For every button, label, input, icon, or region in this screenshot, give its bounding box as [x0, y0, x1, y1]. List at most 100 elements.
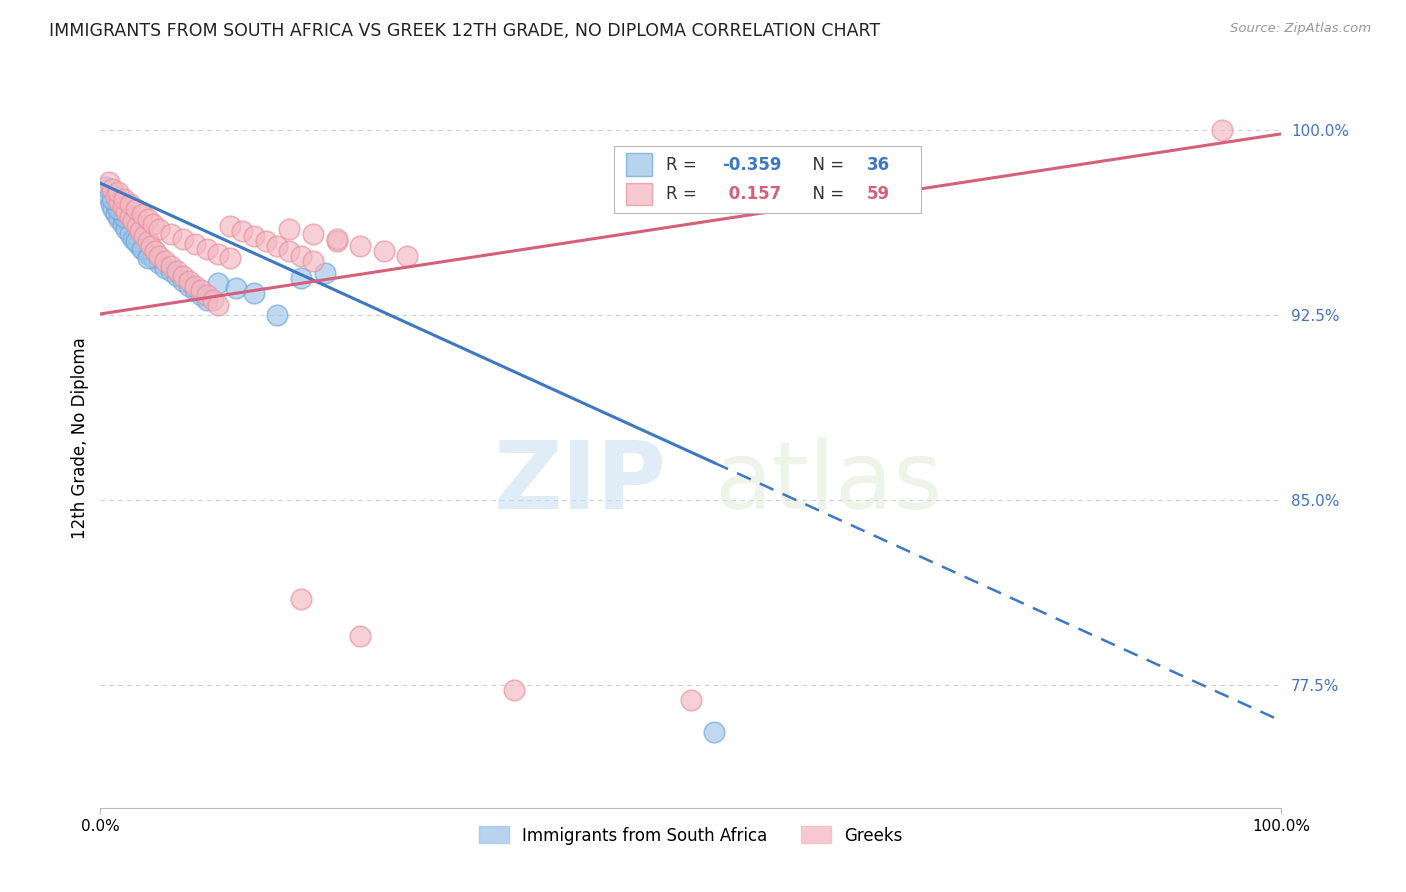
Point — [125, 202, 148, 216]
Point — [108, 194, 131, 209]
Point — [219, 252, 242, 266]
Point — [108, 211, 131, 226]
Point — [166, 268, 188, 283]
Point — [373, 244, 395, 258]
Point — [139, 239, 162, 253]
Point — [278, 244, 301, 258]
Point — [148, 256, 170, 270]
Point — [195, 293, 218, 308]
Point — [160, 264, 183, 278]
Point — [177, 274, 200, 288]
Point — [290, 249, 312, 263]
Text: 36: 36 — [866, 156, 890, 174]
Point — [231, 224, 253, 238]
Text: 59: 59 — [866, 186, 890, 203]
Point — [148, 249, 170, 263]
Point — [96, 180, 118, 194]
Point — [172, 274, 194, 288]
Y-axis label: 12th Grade, No Diploma: 12th Grade, No Diploma — [72, 337, 89, 540]
Point — [207, 298, 229, 312]
Point — [131, 207, 153, 221]
Point — [148, 222, 170, 236]
Bar — [626, 153, 652, 176]
Point — [131, 242, 153, 256]
Point — [679, 693, 702, 707]
Point — [225, 281, 247, 295]
Text: N =: N = — [801, 156, 849, 174]
Point — [112, 192, 135, 206]
Point — [136, 246, 159, 260]
Point — [101, 182, 124, 196]
Point — [122, 214, 145, 228]
Point — [160, 227, 183, 241]
Text: R =: R = — [666, 156, 702, 174]
Point — [111, 217, 134, 231]
Point — [207, 246, 229, 260]
Point — [143, 244, 166, 258]
Point — [703, 725, 725, 739]
Point — [136, 252, 159, 266]
Point — [325, 232, 347, 246]
Point — [118, 197, 141, 211]
Text: R =: R = — [666, 186, 702, 203]
Point — [115, 222, 138, 236]
Point — [166, 264, 188, 278]
Legend: Immigrants from South Africa, Greeks: Immigrants from South Africa, Greeks — [479, 826, 903, 845]
Point — [142, 217, 165, 231]
Point — [396, 249, 419, 263]
Point — [184, 236, 207, 251]
Point — [107, 202, 129, 216]
Point — [177, 278, 200, 293]
Point — [184, 284, 207, 298]
Text: Source: ZipAtlas.com: Source: ZipAtlas.com — [1230, 22, 1371, 36]
Point — [118, 210, 141, 224]
Point — [502, 683, 524, 698]
Point — [155, 261, 177, 276]
Point — [107, 185, 129, 199]
Point — [129, 224, 152, 238]
Point — [125, 219, 148, 234]
Text: ZIP: ZIP — [495, 437, 666, 529]
Point — [125, 234, 148, 248]
Point — [104, 190, 127, 204]
Text: -0.359: -0.359 — [723, 156, 782, 174]
Point — [325, 234, 347, 248]
Point — [266, 239, 288, 253]
Point — [142, 252, 165, 266]
Point — [172, 232, 194, 246]
Point — [207, 276, 229, 290]
Point — [201, 293, 224, 308]
Point — [100, 197, 122, 211]
Point — [155, 253, 177, 268]
Point — [254, 234, 277, 248]
Point — [302, 227, 325, 241]
Text: N =: N = — [801, 186, 849, 203]
Point — [219, 219, 242, 234]
Point — [172, 268, 194, 283]
Point — [111, 200, 134, 214]
Text: IMMIGRANTS FROM SOUTH AFRICA VS GREEK 12TH GRADE, NO DIPLOMA CORRELATION CHART: IMMIGRANTS FROM SOUTH AFRICA VS GREEK 12… — [49, 22, 880, 40]
Point — [1211, 123, 1233, 137]
Point — [127, 236, 149, 251]
Point — [115, 204, 138, 219]
Point — [266, 308, 288, 322]
Point — [103, 202, 125, 216]
Point — [195, 288, 218, 302]
Text: atlas: atlas — [714, 437, 942, 529]
Text: 0.157: 0.157 — [723, 186, 780, 203]
Point — [132, 229, 155, 244]
Point — [349, 239, 371, 253]
Point — [314, 266, 336, 280]
Point — [122, 232, 145, 246]
Point — [243, 229, 266, 244]
Point — [160, 259, 183, 273]
Point — [243, 285, 266, 300]
Point — [190, 288, 212, 302]
Point — [136, 234, 159, 248]
Point — [278, 222, 301, 236]
Point — [97, 190, 120, 204]
Point — [302, 253, 325, 268]
Point — [290, 271, 312, 285]
FancyBboxPatch shape — [614, 146, 921, 213]
Point — [132, 242, 155, 256]
